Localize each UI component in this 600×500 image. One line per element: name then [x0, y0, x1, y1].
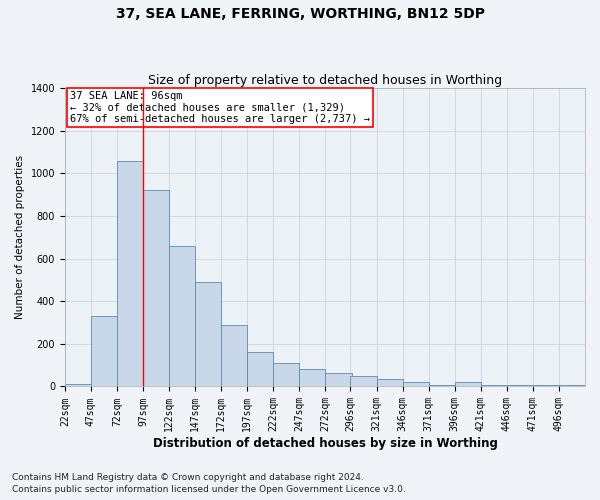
Text: 37, SEA LANE, FERRING, WORTHING, BN12 5DP: 37, SEA LANE, FERRING, WORTHING, BN12 5D… — [115, 8, 485, 22]
Y-axis label: Number of detached properties: Number of detached properties — [15, 156, 25, 320]
Bar — [455, 382, 481, 386]
Bar — [91, 316, 117, 386]
Bar — [274, 363, 299, 386]
X-axis label: Distribution of detached houses by size in Worthing: Distribution of detached houses by size … — [152, 437, 497, 450]
Bar — [169, 246, 195, 386]
Bar — [143, 190, 169, 386]
Bar — [403, 382, 428, 386]
Title: Size of property relative to detached houses in Worthing: Size of property relative to detached ho… — [148, 74, 502, 87]
Bar — [221, 324, 247, 386]
Bar — [117, 160, 143, 386]
Text: 37 SEA LANE: 96sqm
← 32% of detached houses are smaller (1,329)
67% of semi-deta: 37 SEA LANE: 96sqm ← 32% of detached hou… — [70, 91, 370, 124]
Bar — [299, 370, 325, 386]
Bar — [195, 282, 221, 387]
Bar — [325, 372, 352, 386]
Bar — [65, 384, 91, 386]
Bar — [350, 376, 377, 386]
Text: Contains public sector information licensed under the Open Government Licence v3: Contains public sector information licen… — [12, 486, 406, 494]
Bar — [247, 352, 274, 386]
Text: Contains HM Land Registry data © Crown copyright and database right 2024.: Contains HM Land Registry data © Crown c… — [12, 473, 364, 482]
Bar — [377, 379, 403, 386]
